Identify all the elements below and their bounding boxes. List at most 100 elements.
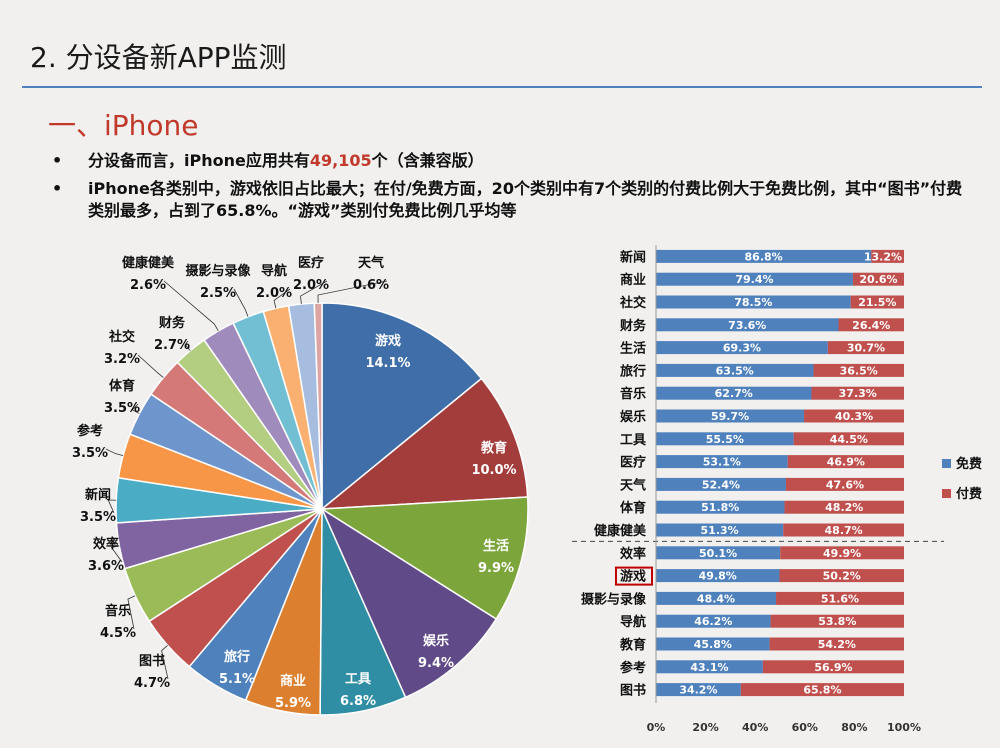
bar-paid bbox=[762, 660, 904, 674]
bar-free bbox=[656, 683, 741, 697]
pie-label: 财务 bbox=[159, 315, 186, 331]
pie-label: 摄影与录像 bbox=[185, 263, 251, 279]
bar-free bbox=[656, 386, 812, 400]
pie-value-label: 3.2% bbox=[104, 352, 140, 367]
bar-free-value: 49.8% bbox=[699, 570, 737, 583]
pie-value-label: 5.1% bbox=[219, 672, 255, 687]
pie-leader-line bbox=[163, 280, 219, 332]
bar-paid-value: 47.6% bbox=[826, 478, 864, 491]
bar-paid-value: 21.5% bbox=[858, 296, 896, 309]
bar-category-label: 音乐 bbox=[620, 386, 646, 402]
highlight-box bbox=[614, 566, 653, 586]
bar-paid-value: 53.8% bbox=[818, 615, 856, 628]
bar-free bbox=[656, 591, 777, 605]
bar-category-label: 财务 bbox=[620, 318, 647, 334]
x-tick-label: 100% bbox=[887, 721, 921, 734]
pie-leader-line bbox=[161, 645, 169, 680]
pie-value-label: 3.5% bbox=[80, 510, 116, 525]
category-pie-chart: 游戏 14.1% 教育 10.0% 生活 9.9% 娱乐 9.4% 工具 6.8% 商业 5.9% 旅行… bbox=[72, 255, 529, 716]
bar-category-label: 效率 bbox=[620, 546, 646, 562]
bar-paid bbox=[780, 546, 904, 560]
bar-free bbox=[656, 341, 828, 355]
pie-slice-3 bbox=[320, 507, 498, 699]
bar-paid bbox=[783, 523, 904, 537]
pie-value-label: 2.0% bbox=[293, 278, 329, 293]
bar-paid bbox=[769, 637, 904, 651]
pie-value-label: 2.5% bbox=[200, 286, 236, 301]
bar-free-value: 55.5% bbox=[706, 433, 744, 446]
bar-free bbox=[656, 432, 794, 446]
pie-label: 教育 bbox=[480, 440, 507, 456]
bar-paid-value: 46.9% bbox=[827, 456, 865, 469]
bar-paid-value: 48.2% bbox=[825, 501, 863, 514]
bar-paid bbox=[770, 614, 904, 628]
bullet-1-suffix: 个（含兼容版） bbox=[371, 151, 484, 170]
bar-paid-value: 54.2% bbox=[818, 638, 856, 651]
pie-value-label: 6.8% bbox=[340, 694, 376, 709]
bar-free bbox=[656, 249, 872, 263]
pie-value-label: 5.9% bbox=[275, 696, 311, 711]
pie-label: 工具 bbox=[345, 672, 371, 687]
bar-free-value: 51.8% bbox=[701, 501, 739, 514]
bar-category-label: 旅行 bbox=[620, 363, 646, 379]
bar-free bbox=[656, 477, 786, 491]
bar-category-label: 游戏 bbox=[620, 569, 646, 585]
pie-value-label: 2.7% bbox=[154, 338, 190, 353]
legend-label: 免费 bbox=[956, 456, 982, 472]
pie-label: 导航 bbox=[261, 263, 287, 279]
bar-paid bbox=[852, 272, 904, 286]
bar-free-value: 69.3% bbox=[723, 342, 761, 355]
x-tick-label: 60% bbox=[792, 721, 818, 734]
bar-paid-value: 36.5% bbox=[840, 364, 878, 377]
bar-free-value: 78.5% bbox=[734, 296, 772, 309]
pie-leader-line bbox=[300, 280, 328, 305]
bar-paid bbox=[850, 295, 904, 309]
bar-paid-value: 51.6% bbox=[821, 592, 859, 605]
pie-value-label: 14.1% bbox=[365, 356, 410, 371]
pie-value-label: 4.5% bbox=[100, 626, 136, 641]
pie-value-label: 3.6% bbox=[88, 559, 124, 574]
bar-paid-value: 26.4% bbox=[852, 319, 890, 332]
bar-free-value: 50.1% bbox=[699, 547, 737, 560]
bar-paid-value: 48.7% bbox=[825, 524, 863, 537]
bar-category-label: 新闻 bbox=[620, 249, 646, 265]
bar-free bbox=[656, 637, 770, 651]
bar-paid-value: 44.5% bbox=[830, 433, 868, 446]
pie-label: 新闻 bbox=[85, 487, 111, 503]
pie-slice-1 bbox=[319, 377, 529, 510]
app-count-highlight: 49,105 bbox=[309, 151, 372, 170]
bar-paid-value: 30.7% bbox=[847, 342, 885, 355]
bar-category-label: 教育 bbox=[619, 637, 646, 653]
pie-slice-19 bbox=[313, 302, 323, 510]
pie-leader-line bbox=[105, 448, 124, 457]
pie-value-label: 3.5% bbox=[104, 401, 140, 416]
bar-free-value: 45.8% bbox=[694, 638, 732, 651]
section-title: 一、iPhone bbox=[48, 109, 199, 142]
title-divider bbox=[22, 86, 982, 88]
pie-value-label: 10.0% bbox=[471, 463, 516, 478]
bar-free-value: 63.5% bbox=[716, 364, 754, 377]
bar-paid bbox=[811, 386, 904, 400]
pie-value-label: 0.6% bbox=[353, 278, 389, 293]
pie-leader-line bbox=[110, 545, 123, 563]
bar-category-label: 社交 bbox=[619, 295, 646, 311]
pie-value-label: 9.9% bbox=[478, 561, 514, 576]
x-tick-label: 20% bbox=[692, 721, 718, 734]
bullet-device-count: 分设备而言，iPhone应用共有49,105个（含兼容版） bbox=[52, 150, 972, 172]
bar-free bbox=[656, 363, 814, 377]
bar-paid bbox=[776, 591, 904, 605]
bar-category-label: 商业 bbox=[620, 272, 646, 288]
paid-free-bar-chart: 新闻 86.8% 13.2% 商业 79.4% 20.6% 社交 78.5% 21.5% 财务 73… bbox=[572, 245, 982, 734]
pie-label: 社交 bbox=[108, 329, 135, 345]
bar-paid-value: 50.2% bbox=[823, 570, 861, 583]
pie-value-label: 9.4% bbox=[418, 656, 454, 671]
bar-paid bbox=[787, 455, 904, 469]
pie-label: 生活 bbox=[483, 538, 509, 554]
pie-value-label: 3.5% bbox=[72, 446, 108, 461]
bar-paid bbox=[827, 341, 904, 355]
pie-label: 旅行 bbox=[224, 649, 250, 665]
bar-paid bbox=[813, 363, 904, 377]
bar-free bbox=[656, 614, 771, 628]
bar-paid bbox=[785, 477, 904, 491]
bar-free-value: 62.7% bbox=[715, 387, 753, 400]
